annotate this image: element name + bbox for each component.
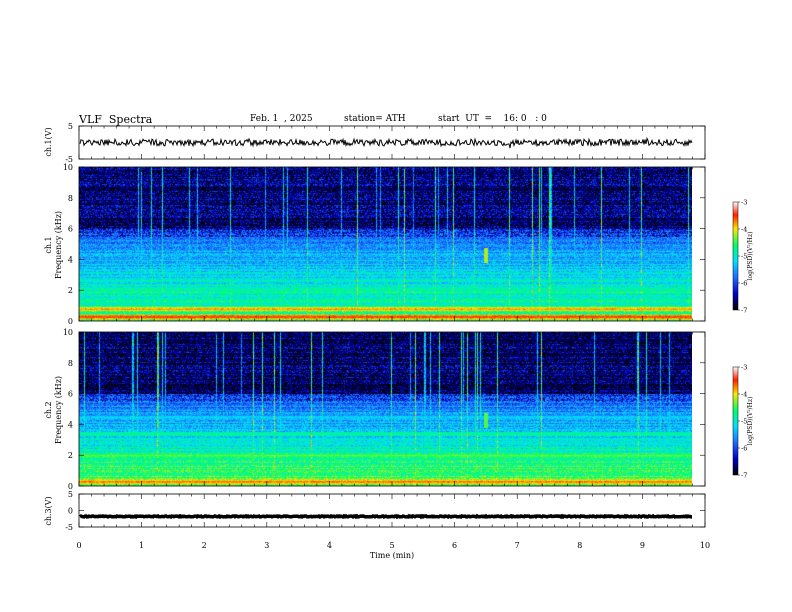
ch2-spectrogram-ylabel: Frequency (kHz) bbox=[54, 376, 63, 444]
ch1-waveform-ylabel: ch.1(V) bbox=[44, 127, 53, 156]
ch1-tick-label: 5 bbox=[68, 122, 73, 131]
station-label: station= ATH bbox=[344, 114, 406, 124]
x-tick-label: 9 bbox=[640, 541, 645, 550]
colorbar-tick-label: -7 bbox=[741, 472, 747, 480]
ch1-tick-label: -5 bbox=[65, 155, 73, 164]
ch1-spectrogram bbox=[79, 167, 692, 321]
ch2-spectrogram-ylabel: ch.2 bbox=[44, 401, 53, 418]
colorbar-tick-label: -6 bbox=[741, 280, 747, 288]
ch3-waveform-ylabel: ch.3(V) bbox=[44, 496, 53, 525]
ch1-trace bbox=[79, 136, 693, 149]
colorbar-label: log(PSD)(V²/Hz) bbox=[747, 232, 754, 281]
ch1-freq-tick-label: 0 bbox=[68, 317, 73, 326]
colorbar-tick-label: -7 bbox=[741, 307, 747, 315]
ch1-freq-tick-label: 10 bbox=[63, 163, 73, 172]
chart-title: VLF Spectra bbox=[79, 113, 153, 126]
colorbar-tick-label: -6 bbox=[741, 445, 747, 453]
ch3-trace bbox=[79, 513, 692, 520]
colorbar-tick-label: -3 bbox=[741, 199, 747, 207]
date-label: Feb. 1 , 2025 bbox=[250, 114, 313, 124]
ch1-spectrogram-ylabel: Frequency (kHz) bbox=[54, 211, 63, 279]
ch3-tick-label: -5 bbox=[65, 523, 73, 532]
ch1-freq-tick-label: 4 bbox=[68, 255, 73, 264]
panel-frames bbox=[78, 125, 740, 528]
waveform-traces bbox=[79, 136, 693, 520]
spectrogram-image bbox=[79, 332, 692, 486]
ch2-freq-tick-label: 0 bbox=[68, 482, 73, 491]
ch2-spectrogram bbox=[79, 332, 692, 486]
colorbar-label: log(PSD)(V²/Hz) bbox=[747, 397, 754, 446]
ch2-freq-tick-label: 4 bbox=[68, 420, 73, 429]
ch3-tick-label: 0 bbox=[68, 507, 73, 516]
x-axis-title: Time (min) bbox=[370, 551, 414, 560]
ch1-freq-tick-label: 6 bbox=[68, 225, 73, 234]
ch1-spectrogram-ylabel: ch.1 bbox=[44, 236, 53, 253]
colorbar-tick-label: -5 bbox=[741, 418, 747, 426]
ch2-freq-tick-label: 6 bbox=[68, 390, 73, 399]
colorbar-tick-label: -4 bbox=[741, 391, 747, 399]
x-tick-label: 6 bbox=[452, 541, 457, 550]
start-time-label: start UT = 16: 0 : 0 bbox=[438, 114, 547, 124]
x-tick-label: 3 bbox=[264, 541, 269, 550]
ch2-freq-tick-label: 2 bbox=[68, 451, 73, 460]
x-tick-label: 7 bbox=[515, 541, 520, 550]
ch1-freq-tick-label: 8 bbox=[68, 194, 73, 203]
x-tick-label: 0 bbox=[76, 541, 81, 550]
x-tick-label: 1 bbox=[139, 541, 144, 550]
ch1-freq-tick-label: 2 bbox=[68, 286, 73, 295]
x-tick-label: 10 bbox=[700, 541, 710, 550]
spectrogram-image bbox=[79, 167, 692, 321]
x-tick-label: 8 bbox=[577, 541, 582, 550]
x-tick-label: 2 bbox=[202, 541, 207, 550]
ch2-freq-tick-label: 8 bbox=[68, 359, 73, 368]
ch2-colorbar bbox=[732, 366, 739, 476]
ch1-colorbar bbox=[732, 201, 739, 311]
x-tick-label: 4 bbox=[327, 541, 332, 550]
colorbar-tick-label: -4 bbox=[741, 226, 747, 234]
ch2-freq-tick-label: 10 bbox=[63, 328, 73, 337]
x-tick-label: 5 bbox=[389, 541, 394, 550]
colorbar-tick-label: -5 bbox=[741, 253, 747, 261]
colorbar-tick-label: -3 bbox=[741, 364, 747, 372]
ch3-tick-label: 5 bbox=[68, 490, 73, 499]
